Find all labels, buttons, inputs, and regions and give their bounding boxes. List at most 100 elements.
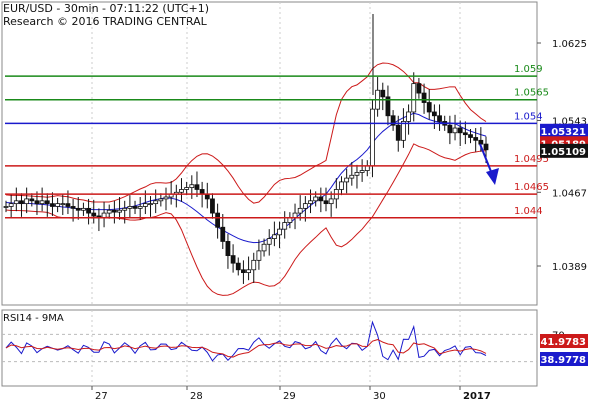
candle-body — [437, 115, 442, 122]
rsi-value-tag-bg — [540, 352, 588, 366]
candle-body — [235, 262, 241, 271]
candle-body — [132, 206, 138, 209]
candle-body — [323, 200, 329, 205]
candle-body — [339, 181, 344, 190]
candle-body — [106, 209, 112, 214]
candle-body — [19, 200, 24, 205]
candle-body — [328, 198, 334, 205]
candle-body — [163, 196, 169, 200]
candle-body — [411, 83, 417, 113]
moving-average-line — [5, 112, 487, 244]
candle-body — [65, 203, 71, 207]
level-label: 1.0495 — [514, 154, 549, 165]
candle-body — [313, 196, 319, 202]
candle-body — [251, 259, 257, 271]
candle-body — [483, 143, 489, 151]
candle-body — [359, 170, 365, 173]
rsi-value-tag: 38.9778 — [540, 355, 586, 366]
candle-body — [189, 184, 195, 188]
candle-body — [122, 207, 128, 211]
level-label: 1.0465 — [514, 182, 549, 193]
candle-body — [60, 203, 66, 206]
candle-body — [370, 108, 375, 167]
candle-body — [3, 206, 9, 208]
candle-body — [282, 222, 288, 230]
candle-body — [277, 228, 282, 236]
candle-body — [75, 207, 81, 211]
candle-body — [297, 207, 303, 214]
candle-body — [158, 198, 164, 202]
x-tick-label: 30 — [373, 391, 386, 400]
candle-body — [194, 184, 200, 190]
candle-body — [318, 196, 324, 202]
candle-body — [29, 198, 35, 202]
level-label: 1.054 — [514, 111, 543, 122]
candle-body — [117, 209, 122, 213]
candle-body — [142, 203, 148, 207]
candle-body — [344, 177, 350, 183]
last-price-tag-bg — [540, 143, 588, 158]
chart-title-symbol: EUR/USD - 30min - 07:11:22 (UTC+1) — [3, 2, 210, 15]
candle-body — [215, 212, 221, 228]
candle-body — [86, 207, 91, 214]
candle-body — [308, 200, 313, 205]
ask-price-tag: 1.05321 — [540, 127, 586, 138]
candle-body — [210, 198, 215, 214]
candle-body — [184, 187, 190, 190]
y-tick-label: 1.0625 — [552, 39, 587, 50]
candle-body — [111, 209, 117, 213]
candle-body — [220, 226, 226, 242]
y-tick-label: 1.0543 — [552, 116, 587, 127]
candle-body — [431, 111, 437, 117]
candle-body — [302, 203, 308, 209]
candle-body — [261, 243, 267, 252]
candle-body — [266, 238, 272, 245]
candle-body — [271, 234, 277, 239]
level-label: 1.044 — [514, 206, 543, 217]
y-tick-label: 1.0467 — [552, 188, 587, 199]
candle-body — [462, 132, 468, 136]
candle-body — [457, 127, 463, 134]
x-tick-label: 29 — [283, 391, 296, 400]
candle-body — [256, 250, 262, 261]
candle-body — [91, 212, 97, 217]
candle-body — [127, 206, 133, 209]
candle-body — [34, 200, 40, 205]
candle-body — [137, 206, 143, 209]
rsi-ma-value-tag-bg — [540, 334, 588, 348]
candle-body — [447, 124, 453, 134]
forecast-arrow-shaft — [479, 143, 493, 175]
y-tick-label: 1.0389 — [552, 262, 587, 273]
candle-body — [230, 255, 236, 264]
last-price-tag: 1.05109 — [540, 147, 586, 158]
candle-body — [153, 200, 159, 205]
candle-body — [468, 134, 473, 138]
chart-title-research: Research © 2016 TRADING CENTRAL — [3, 15, 207, 28]
candle-body — [24, 198, 30, 205]
x-tick-label: 2017 — [463, 391, 491, 400]
candle-body — [225, 241, 231, 257]
candle-body — [473, 137, 479, 141]
candle-body — [81, 207, 86, 211]
candle-body — [385, 96, 391, 117]
candle-body — [8, 203, 14, 207]
level-label: 1.0565 — [514, 88, 549, 99]
candle-body — [478, 139, 484, 145]
level-label: 1.059 — [514, 64, 543, 75]
candle-body — [39, 200, 45, 205]
candle-body — [390, 115, 396, 126]
rsi-ma-value-tag: 41.9783 — [540, 337, 586, 348]
candle-body — [452, 127, 458, 134]
candle-body — [13, 200, 19, 205]
bollinger-upper-band — [5, 62, 487, 204]
forecast-arrowhead — [486, 168, 499, 185]
candle-body — [416, 83, 422, 94]
candle-body — [421, 92, 427, 103]
candle-body — [426, 102, 432, 113]
rsi-panel-title: RSI14 - 9MA — [3, 313, 64, 324]
candle-body — [241, 269, 246, 274]
x-tick-label: 27 — [95, 391, 108, 400]
candle-body — [395, 124, 401, 141]
candle-body — [148, 203, 153, 206]
